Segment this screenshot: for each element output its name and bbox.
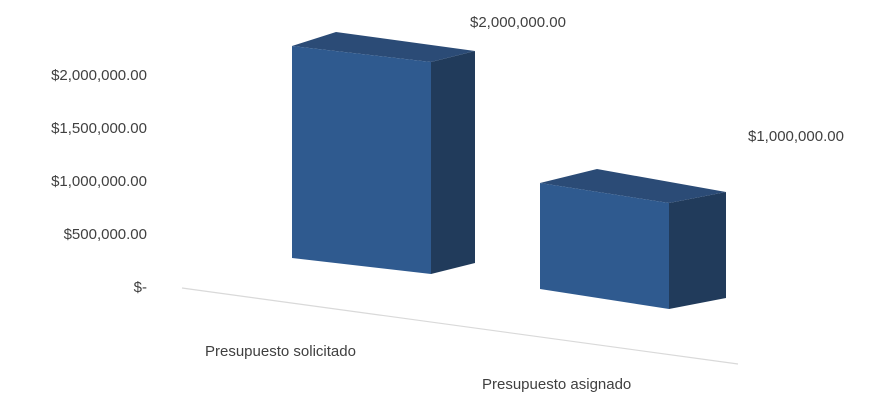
bar-1-front xyxy=(540,183,669,309)
data-label-0: $2,000,000.00 xyxy=(470,14,566,31)
y-tick-label-2: $1,000,000.00 xyxy=(51,173,147,190)
y-axis-ticks: $- $500,000.00 $1,000,000.00 $1,500,000.00 $… xyxy=(51,67,147,296)
bar-0-top xyxy=(292,32,475,62)
bar-1-side xyxy=(669,192,726,309)
data-labels: $2,000,000.00 $1,000,000.00 xyxy=(470,14,844,145)
bar-0 xyxy=(292,32,475,274)
y-tick-label-3: $1,500,000.00 xyxy=(51,120,147,137)
y-tick-label-4: $2,000,000.00 xyxy=(51,67,147,84)
bar-1-top xyxy=(540,169,726,203)
category-label-0: Presupuesto solicitado xyxy=(205,343,356,360)
bars xyxy=(292,32,726,309)
bar-1 xyxy=(540,169,726,309)
x-axis-floor-line xyxy=(181,287,739,365)
bar-0-front xyxy=(292,46,431,274)
category-labels: Presupuesto solicitado Presupuesto asigna… xyxy=(205,343,631,393)
y-tick-label-1: $500,000.00 xyxy=(64,226,147,243)
bar-0-side xyxy=(431,51,475,274)
data-label-1: $1,000,000.00 xyxy=(748,128,844,145)
y-tick-label-0: $- xyxy=(134,279,147,296)
category-label-1: Presupuesto asignado xyxy=(482,376,631,393)
